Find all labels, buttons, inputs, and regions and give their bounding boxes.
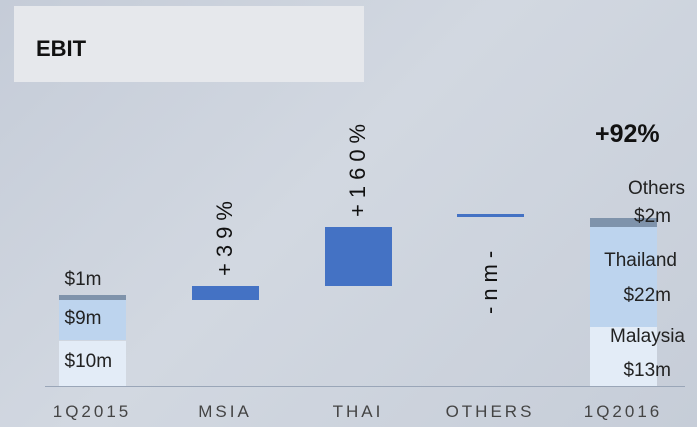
x-tick-thai: THAI	[332, 402, 384, 421]
end-value-0: $13m	[623, 360, 671, 381]
end-value-2: $2m	[634, 206, 671, 227]
x-tick-msia: MSIA	[198, 402, 252, 421]
start-segment-1	[58, 299, 126, 341]
x-axis-baseline	[45, 386, 685, 387]
end-value-1: $22m	[623, 285, 671, 306]
x-tick-1q2016: 1Q2016	[583, 402, 663, 421]
change-bar-msia	[191, 285, 259, 300]
start-segment-2	[58, 295, 126, 300]
start-segment-label-0: $10m	[64, 351, 113, 373]
growth-label: +92%	[595, 120, 660, 148]
end-segment-2	[589, 217, 657, 227]
start-segment-label-1: $9m	[64, 308, 102, 330]
change-label-thai: +160%	[345, 117, 370, 217]
x-tick-1q2015: 1Q2015	[52, 402, 132, 421]
end-name-1: Thailand	[604, 250, 677, 271]
chart-title: EBIT	[36, 36, 87, 61]
end-name-0: Malaysia	[610, 326, 685, 347]
x-tick-others: OTHERS	[445, 402, 535, 421]
start-segment-label-2: $1m	[64, 269, 102, 290]
title-box: EBIT	[14, 6, 364, 82]
change-label-msia: +39%	[212, 195, 237, 276]
change-bar-others	[456, 213, 524, 217]
end-segment-0	[589, 326, 657, 386]
change-bar-thai	[324, 226, 392, 286]
end-segment-1	[589, 226, 657, 327]
change-label-others: -nm-	[477, 244, 502, 314]
start-segment-0	[58, 340, 126, 386]
end-name-2: Others	[627, 178, 685, 199]
